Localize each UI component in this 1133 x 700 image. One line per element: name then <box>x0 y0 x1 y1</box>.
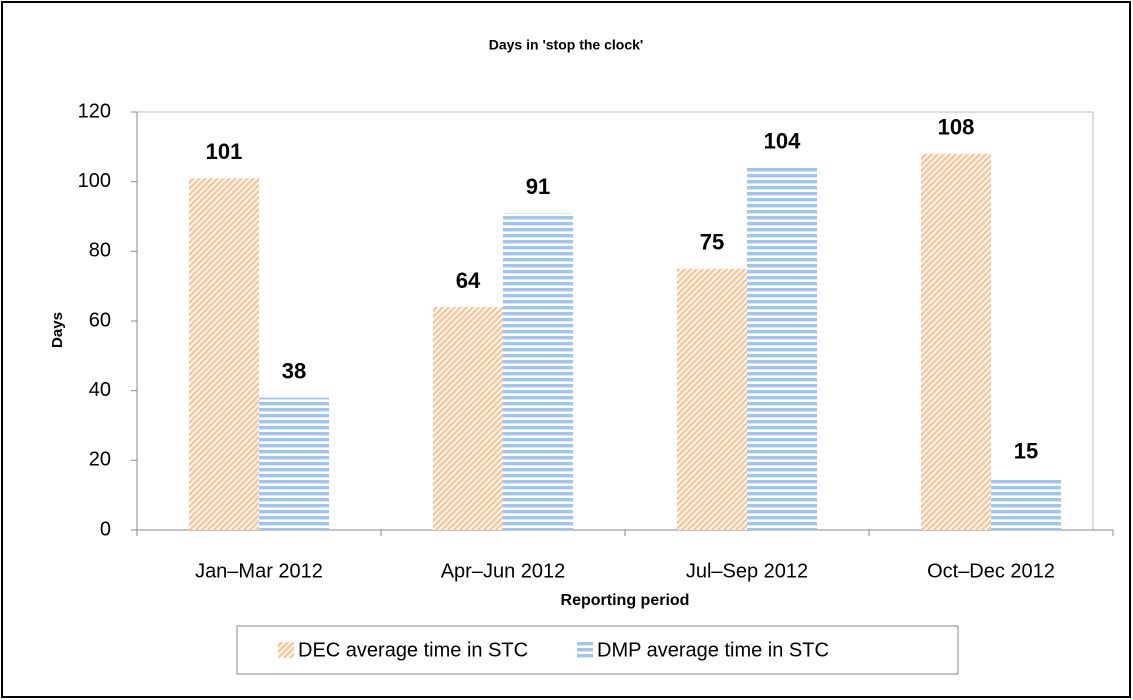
data-label: 101 <box>206 139 243 164</box>
bar <box>189 178 259 530</box>
bar <box>921 153 991 531</box>
data-label: 38 <box>282 358 306 383</box>
legend-swatch <box>278 642 294 658</box>
bar <box>677 268 747 530</box>
bar <box>259 397 329 530</box>
x-tick-label: Jul–Sep 2012 <box>686 560 808 582</box>
legend-box <box>236 625 959 675</box>
y-tick-label: 60 <box>89 309 111 331</box>
data-label: 64 <box>456 268 481 293</box>
data-label: 108 <box>938 115 975 140</box>
bar <box>433 307 503 530</box>
bar <box>503 213 573 530</box>
chart-title: Days in 'stop the clock' <box>489 37 643 53</box>
data-label: 15 <box>1014 439 1038 464</box>
data-label: 91 <box>526 174 550 199</box>
x-tick-label: Apr–Jun 2012 <box>441 560 566 582</box>
y-tick-label: 100 <box>78 170 111 192</box>
y-tick-label: 0 <box>100 518 111 540</box>
x-tick-label: Jan–Mar 2012 <box>195 560 323 582</box>
legend-label: DMP average time in STC <box>597 639 829 661</box>
legend-label: DEC average time in STC <box>298 639 528 661</box>
x-tick-label: Oct–Dec 2012 <box>927 560 1055 582</box>
y-tick-label: 20 <box>89 449 111 471</box>
y-tick-label: 80 <box>89 240 111 262</box>
bar <box>747 167 817 530</box>
bar <box>991 477 1061 530</box>
y-tick-label: 40 <box>89 379 111 401</box>
y-axis-label: Days <box>49 312 66 348</box>
y-tick-label: 120 <box>78 100 111 122</box>
data-label: 104 <box>764 129 801 154</box>
x-axis-label: Reporting period <box>561 592 690 609</box>
data-label: 75 <box>700 230 724 255</box>
legend-swatch <box>577 642 593 658</box>
